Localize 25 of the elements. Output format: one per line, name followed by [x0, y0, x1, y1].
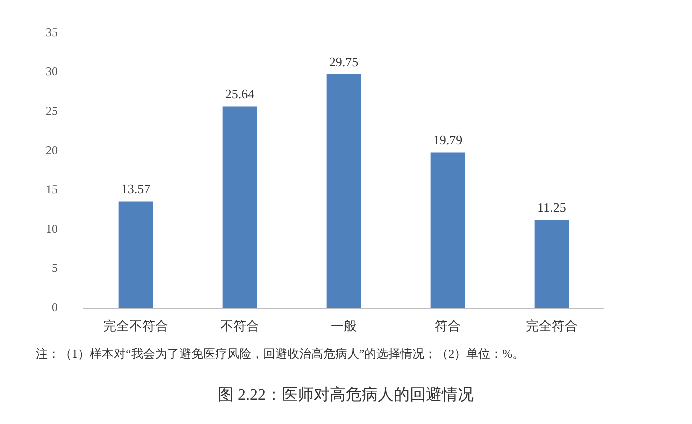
- x-tick-label: 一般: [331, 318, 357, 334]
- bar: [326, 74, 362, 308]
- x-tick-label: 符合: [435, 318, 461, 334]
- y-tick-label: 25: [46, 104, 58, 118]
- bar: [118, 202, 154, 308]
- bar: [222, 106, 258, 308]
- data-label: 19.79: [433, 132, 463, 148]
- bar: [534, 220, 570, 308]
- y-tick-label: 30: [46, 64, 58, 79]
- x-tick-label: 完全不符合: [104, 318, 168, 334]
- x-tick-label: 不符合: [220, 318, 260, 334]
- y-tick-label: 20: [46, 143, 58, 158]
- data-label: 25.64: [225, 86, 256, 102]
- text: 注：（1）样本对“我会为了避免医疗风险，回避收治高危病人”的选择情况；（2）单位：%。: [36, 346, 526, 363]
- y-tick-label: 15: [46, 182, 58, 197]
- y-tick-label: 10: [46, 222, 58, 236]
- data-label: 13.57: [121, 182, 152, 197]
- y-tick-label: 35: [46, 25, 58, 40]
- data-label: 11.25: [538, 200, 566, 215]
- x-tick-label: 完全符合: [526, 318, 578, 334]
- y-tick-label: 5: [52, 261, 58, 276]
- data-label: 29.75: [329, 54, 359, 70]
- bar: [430, 152, 466, 308]
- y-tick-label: 0: [52, 300, 58, 315]
- text: 图 2.22：医师对高危病人的回避情况: [217, 386, 475, 406]
